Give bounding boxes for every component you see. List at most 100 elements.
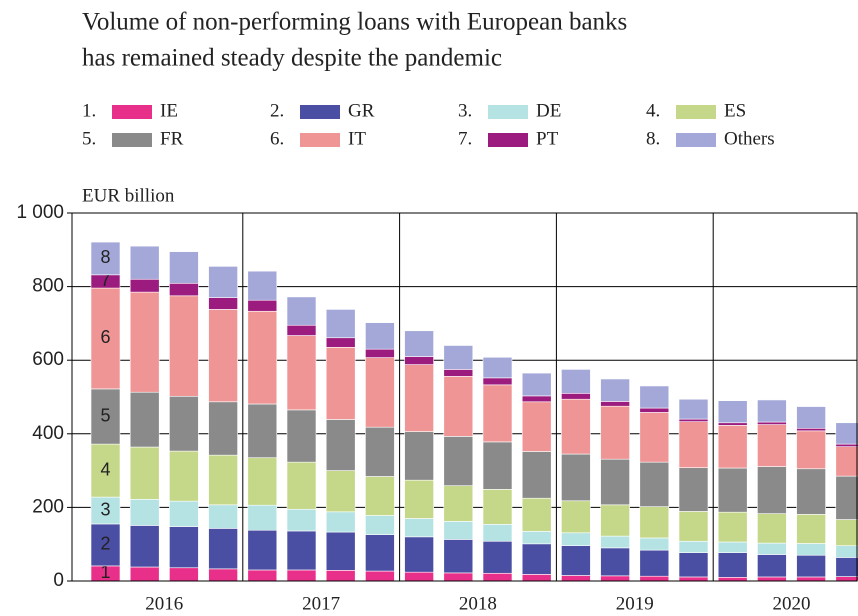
bar-segment — [639, 412, 670, 463]
bar-segment — [521, 395, 552, 403]
bar-segment — [443, 539, 474, 574]
bar-segment — [325, 347, 356, 420]
y-tick-label: 1 000 — [16, 202, 64, 223]
legend-label: FR — [160, 128, 184, 149]
bar-segment — [835, 519, 858, 546]
segment-label: 7 — [100, 270, 110, 290]
segment-label: 4 — [100, 459, 110, 479]
bar-segment — [365, 515, 395, 535]
bar-segment — [247, 529, 278, 571]
legend-number: 5. — [82, 128, 96, 149]
bar-segment — [717, 552, 748, 578]
bar-segment — [717, 577, 748, 582]
bar-segment — [90, 241, 121, 276]
bar-segment — [169, 450, 199, 502]
legend-number: 4. — [646, 100, 660, 121]
x-tick-label: 2016 — [145, 593, 183, 614]
x-tick-label: 2020 — [773, 593, 811, 614]
bar-segment — [443, 572, 474, 582]
bar-segment — [129, 446, 160, 500]
bar-segment — [678, 398, 709, 420]
legend-swatch — [112, 133, 152, 147]
bar-segment — [129, 499, 160, 526]
bar-segment — [247, 310, 278, 405]
bar-segment — [835, 576, 858, 582]
bar-segment — [678, 418, 709, 422]
segment-label: 2 — [100, 534, 110, 554]
bar-segment — [796, 514, 826, 544]
bar-segment — [286, 508, 317, 532]
bar-segment — [757, 542, 787, 555]
bar-segment — [90, 287, 121, 390]
bar-segment — [286, 569, 317, 582]
bar-segment — [90, 443, 121, 498]
bar-segment — [482, 540, 513, 574]
bar-segment — [757, 513, 787, 544]
segment-label: 6 — [100, 327, 110, 347]
legend-swatch — [676, 133, 716, 147]
bar-segment — [757, 576, 787, 582]
bar-segment — [757, 554, 787, 578]
bar-segment — [129, 525, 160, 568]
x-tick-label: 2019 — [616, 593, 654, 614]
bar-segment — [208, 309, 238, 403]
bar-segment — [482, 489, 513, 525]
bar-segment — [129, 391, 160, 448]
legend-label: IE — [160, 100, 178, 121]
bar-segment — [521, 451, 552, 499]
bar-segment — [169, 395, 199, 452]
bar-segment — [757, 421, 787, 425]
bar-segment — [404, 518, 434, 538]
bar-segment — [169, 295, 199, 397]
bar-segment — [325, 531, 356, 571]
bar-segment — [325, 470, 356, 513]
bar-segment — [600, 401, 630, 407]
legend-label: Others — [724, 128, 775, 149]
bar-segment — [717, 467, 748, 513]
bar-segment — [404, 571, 434, 582]
bar-segment — [639, 461, 670, 507]
bar-segment — [600, 535, 630, 549]
legend-swatch — [112, 105, 152, 119]
bar-segment — [482, 356, 513, 379]
bar-segment — [600, 378, 630, 402]
bar-segment — [365, 426, 395, 477]
bar-segment — [404, 431, 434, 481]
bar-segment — [678, 467, 709, 512]
bar-segment — [561, 453, 591, 502]
bar-segment — [169, 500, 199, 527]
bar-segment — [482, 377, 513, 386]
legend-number: 3. — [458, 100, 472, 121]
bar-segment — [678, 552, 709, 578]
bar-segment — [404, 330, 434, 357]
bar-segment — [208, 504, 238, 529]
bar-segment — [521, 401, 552, 452]
bar-segment — [365, 357, 395, 428]
bar-segment — [678, 511, 709, 542]
bar-segment — [835, 545, 858, 558]
bar-segment — [443, 345, 474, 370]
x-tick-label: 2017 — [302, 593, 340, 614]
y-tick-label: 200 — [32, 496, 64, 517]
bar-segment — [208, 568, 238, 582]
bar-segment — [678, 540, 709, 553]
bar-segment — [835, 443, 858, 447]
bar-segment — [482, 441, 513, 490]
bar-segment — [443, 376, 474, 437]
bar-segment — [561, 575, 591, 582]
bar-segment — [835, 422, 858, 445]
bar-segment — [247, 403, 278, 459]
legend-label: IT — [348, 128, 366, 149]
bar-segment — [365, 348, 395, 358]
bar-segment — [404, 364, 434, 432]
bar-segment — [129, 566, 160, 582]
bar-segment — [365, 570, 395, 582]
bar-segment — [717, 400, 748, 424]
legend-number: 1. — [82, 100, 96, 121]
bar-segment — [757, 399, 787, 423]
bar-segment — [717, 511, 748, 543]
bar-segment — [90, 496, 121, 525]
bar-segment — [169, 567, 199, 582]
